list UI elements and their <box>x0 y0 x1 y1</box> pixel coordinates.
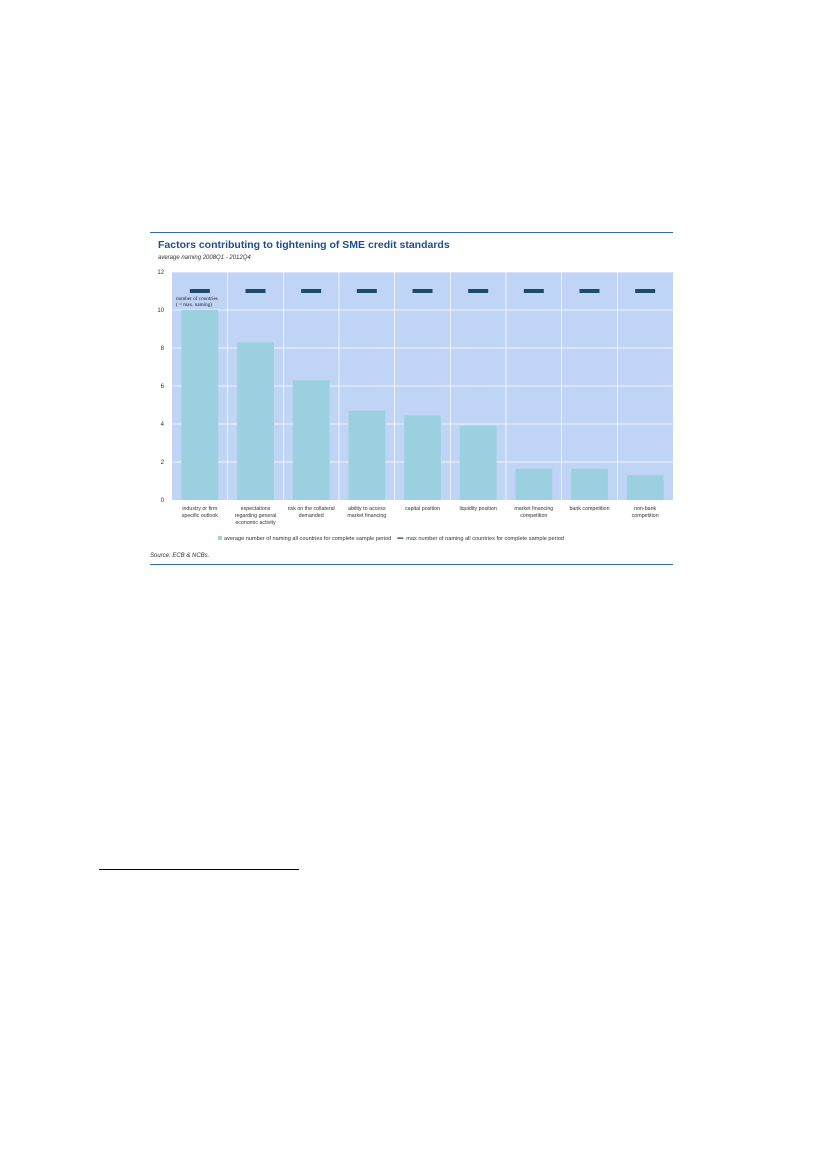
y-tick-label: 8 <box>161 346 165 352</box>
x-tick-label: market financing <box>514 506 553 512</box>
y-tick-label: 2 <box>161 460 165 466</box>
x-tick-label: demanded <box>299 513 324 519</box>
footnote-separator <box>99 869 299 870</box>
bar <box>404 415 441 500</box>
max-marker <box>412 289 433 293</box>
y-tick-label: 0 <box>161 498 165 504</box>
x-tick-label: market financing <box>347 513 386 519</box>
x-tick-label: capital position <box>405 506 440 512</box>
x-tick-label: economic activity <box>235 520 276 526</box>
chart-figure: Factors contributing to tightening of SM… <box>150 232 673 565</box>
chart-title: Factors contributing to tightening of SM… <box>158 239 450 251</box>
figure-top-rule <box>150 232 673 233</box>
max-marker <box>579 289 600 293</box>
bar <box>459 425 497 500</box>
y-tick-label: 4 <box>161 422 165 428</box>
legend-swatch-bar <box>218 536 222 540</box>
bar <box>515 468 553 500</box>
max-marker <box>468 289 489 293</box>
bar <box>292 380 330 500</box>
chart-source: Source: ECB & NCBs. <box>150 553 210 559</box>
bar <box>348 410 386 500</box>
x-tick-label: non-bank <box>634 506 656 512</box>
figure-bottom-rule <box>150 564 673 565</box>
max-marker <box>245 289 266 293</box>
bar <box>626 475 664 500</box>
max-marker <box>356 289 377 293</box>
bar <box>237 342 274 500</box>
chart-annotation: number of countries <box>176 295 218 302</box>
legend-swatch-marker <box>397 537 404 539</box>
legend-label-bar: average number of naming all countries f… <box>224 536 391 542</box>
legend-label-marker: max number of naming all countries for c… <box>406 536 564 542</box>
x-tick-label: expectations <box>241 506 271 512</box>
y-tick-label: 6 <box>161 384 165 390</box>
x-tick-label: specific outlook <box>182 513 219 519</box>
bar <box>181 310 219 500</box>
x-tick-label: competition <box>632 513 659 519</box>
x-tick-label: regarding general <box>235 513 277 519</box>
chart-subtitle: average naming 2008Q1 - 2012Q4 <box>158 255 251 261</box>
x-tick-label: industry or firm <box>182 506 218 512</box>
chart-annotation: ( = max. naming) <box>176 301 212 308</box>
max-marker <box>523 289 544 293</box>
x-tick-label: risk on the collateral <box>288 506 335 512</box>
max-marker <box>635 289 656 293</box>
max-marker <box>189 289 210 293</box>
y-tick-label: 12 <box>157 270 164 276</box>
x-tick-label: bank competition <box>569 506 609 512</box>
x-tick-label: ability to access <box>348 506 386 512</box>
y-tick-label: 10 <box>157 308 164 314</box>
x-tick-label: liquidity position <box>459 506 496 512</box>
bar <box>571 468 608 500</box>
max-marker <box>301 289 322 293</box>
x-tick-label: competition <box>520 513 547 519</box>
